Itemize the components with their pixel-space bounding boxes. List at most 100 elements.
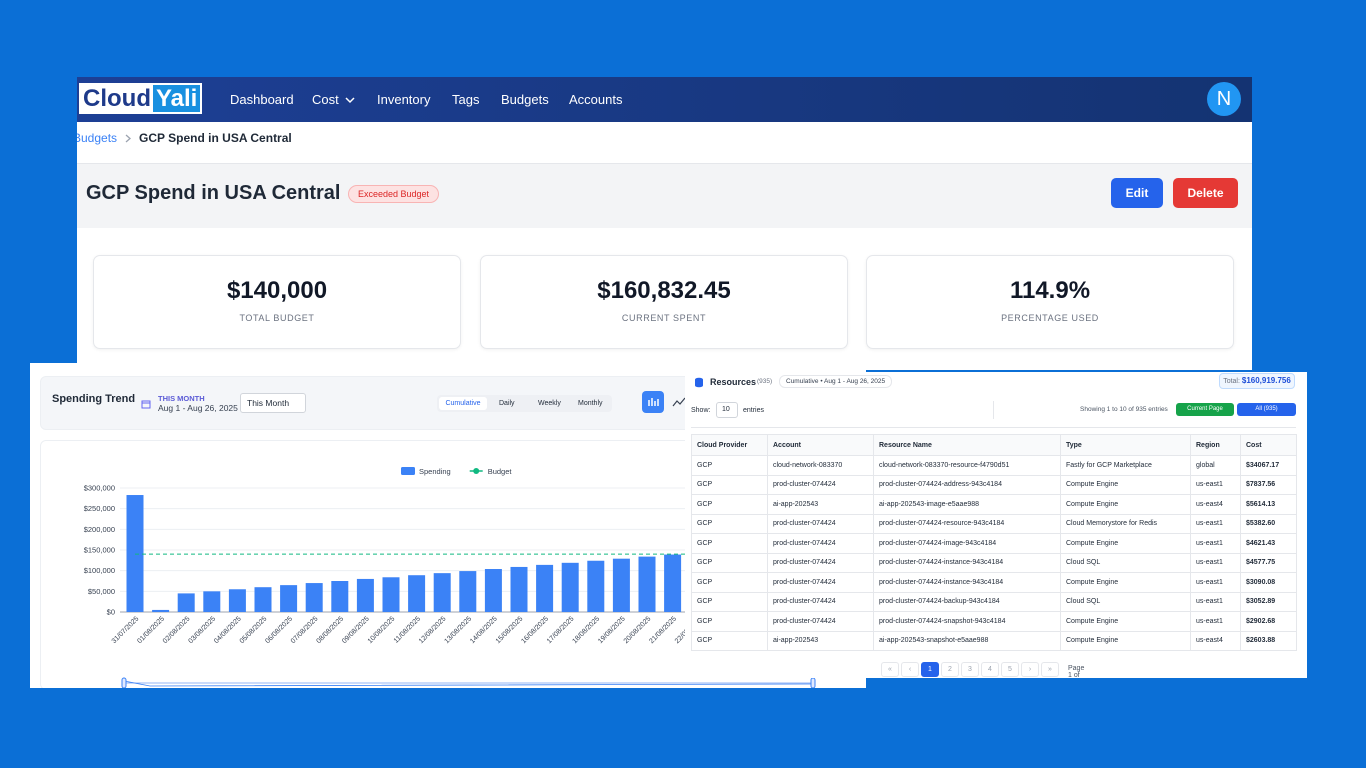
- period-select-text: This Month: [247, 398, 290, 408]
- table-cell: Compute Engine: [1060, 572, 1191, 593]
- table-row: GCP cloud-network-083370 cloud-network-083…: [691, 455, 1297, 476]
- y-tick-label: $200,000: [84, 525, 115, 534]
- table-cell: cloud-network-083370: [767, 455, 874, 476]
- y-tick-label: $150,000: [84, 546, 115, 555]
- stat-card: $140,000 TOTAL BUDGET: [93, 255, 461, 349]
- table-row: GCP prod-cluster-074424 prod-cluster-07442…: [691, 572, 1297, 593]
- nav-link[interactable]: Tags: [452, 92, 480, 107]
- budget-page: Cloud Yali Dashboard Cost Inventory Tags …: [77, 77, 1252, 370]
- table-cell: us-east1: [1190, 474, 1241, 495]
- table-cell: us-east1: [1190, 611, 1241, 632]
- bar: [561, 562, 579, 612]
- mode-option[interactable]: Cumulative: [439, 397, 487, 410]
- bar: [612, 558, 630, 612]
- total-pill: Total: $160,919.756: [1219, 373, 1295, 389]
- stat-label: CURRENT SPENT: [621, 313, 707, 323]
- page-button[interactable]: 1: [921, 662, 939, 677]
- page-button[interactable]: 3: [961, 662, 979, 677]
- bar: [664, 554, 682, 612]
- line-view-button[interactable]: [672, 396, 686, 408]
- table-cell: GCP: [691, 552, 768, 573]
- chevron: [345, 97, 355, 104]
- button-text: All (935): [1255, 406, 1278, 412]
- x-tick-label: 10/08/2025: [367, 615, 397, 645]
- page-header: GCP Spend in USA Central Exceeded Budget…: [77, 163, 1252, 228]
- legend-label: Budget: [488, 467, 513, 476]
- bar: [305, 583, 323, 612]
- page-button[interactable]: 4: [981, 662, 999, 677]
- table-cell: $5614.13: [1240, 494, 1297, 515]
- edit-button[interactable]: Edit: [1111, 178, 1163, 208]
- table-cell: GCP: [691, 533, 768, 554]
- delete-button[interactable]: Delete: [1173, 178, 1238, 208]
- bar: [536, 564, 554, 612]
- avatar[interactable]: N: [1207, 82, 1241, 116]
- page-button[interactable]: ‹: [901, 662, 919, 677]
- resources-title: Resources: [710, 377, 757, 387]
- page-size-select[interactable]: 10: [716, 402, 738, 418]
- table-row: GCP prod-cluster-074424 prod-cluster-07442…: [691, 591, 1297, 612]
- table-cell: ai-app-202543: [767, 494, 874, 515]
- stat-value: $160,832.45: [597, 277, 731, 304]
- mode-option[interactable]: Monthly: [578, 400, 603, 407]
- logo-text: Yali: [152, 85, 201, 112]
- legend-key: [473, 468, 480, 474]
- mode-option[interactable]: Weekly: [538, 400, 561, 407]
- total-value: $160,919.756: [1241, 376, 1291, 385]
- all-button[interactable]: All (935): [1237, 403, 1296, 416]
- table-row: GCP prod-cluster-074424 prod-cluster-07442…: [691, 474, 1297, 495]
- mode-option[interactable]: Daily: [499, 400, 515, 407]
- table-row: GCP prod-cluster-074424 prod-cluster-07442…: [691, 533, 1297, 554]
- breadcrumb-separator: [125, 134, 132, 142]
- breadcrumb-link[interactable]: Budgets: [77, 131, 118, 145]
- table-cell: GCP: [691, 494, 768, 515]
- zoom-handle[interactable]: [810, 677, 816, 688]
- zoom-handle[interactable]: [121, 677, 127, 688]
- nav-link[interactable]: Accounts: [569, 92, 623, 107]
- column-header: Cloud Provider: [691, 434, 768, 456]
- period-select[interactable]: This Month: [240, 393, 306, 413]
- table-cell: $7837.56: [1240, 474, 1297, 495]
- table-cell: $4621.43: [1240, 533, 1297, 554]
- table-cell: Cloud Memorystore for Redis: [1060, 513, 1191, 534]
- logo[interactable]: Cloud Yali: [79, 83, 203, 114]
- show-label: Show:: [691, 407, 711, 414]
- table-cell: global: [1190, 455, 1241, 476]
- stat-value: 114.9%: [1009, 277, 1091, 304]
- page-button[interactable]: «: [881, 662, 899, 677]
- table-cell: GCP: [691, 455, 768, 476]
- page-button[interactable]: »: [1041, 662, 1059, 677]
- page-button[interactable]: 2: [941, 662, 959, 677]
- entries-label: entries: [743, 407, 765, 414]
- current-page-button[interactable]: Current Page: [1176, 403, 1234, 416]
- bar: [126, 495, 144, 612]
- table-cell: us-east1: [1190, 513, 1241, 534]
- period-range: Aug 1 - Aug 26, 2025: [158, 403, 238, 413]
- page-button[interactable]: 5: [1001, 662, 1019, 677]
- button-text: Current Page: [1187, 406, 1223, 412]
- logo-text: Cloud: [81, 85, 153, 112]
- page-button[interactable]: ›: [1021, 662, 1039, 677]
- table-cell: GCP: [691, 611, 768, 632]
- table-cell: prod-cluster-074424-snapshot-943c4184: [873, 611, 1061, 632]
- table-cell: prod-cluster-074424: [767, 572, 874, 593]
- nav-link[interactable]: Budgets: [501, 92, 549, 107]
- page-title: GCP Spend in USA Central: [86, 182, 341, 204]
- stat-label: PERCENTAGE USED: [1001, 313, 1099, 323]
- y-tick-label: $250,000: [84, 504, 115, 513]
- table-cell: prod-cluster-074424: [767, 474, 874, 495]
- column-header: Cost: [1240, 434, 1297, 456]
- page-info: Page 1 of 94: [1068, 665, 1085, 678]
- mode-toggle: Cumulative Daily Weekly Monthly: [437, 395, 612, 412]
- nav-link-text: Cost: [312, 92, 339, 107]
- stat-card: $160,832.45 CURRENT SPENT: [480, 255, 848, 349]
- nav-link[interactable]: Dashboard: [230, 92, 294, 107]
- table-cell: Compute Engine: [1060, 611, 1191, 632]
- bar: [331, 581, 349, 612]
- bar: [356, 578, 374, 612]
- nav-link[interactable]: Cost: [312, 92, 355, 107]
- bar-view-button[interactable]: [642, 391, 664, 413]
- table-row: GCP ai-app-202543 ai-app-202543-image-e5aa…: [691, 494, 1297, 515]
- nav-link[interactable]: Inventory: [377, 92, 431, 107]
